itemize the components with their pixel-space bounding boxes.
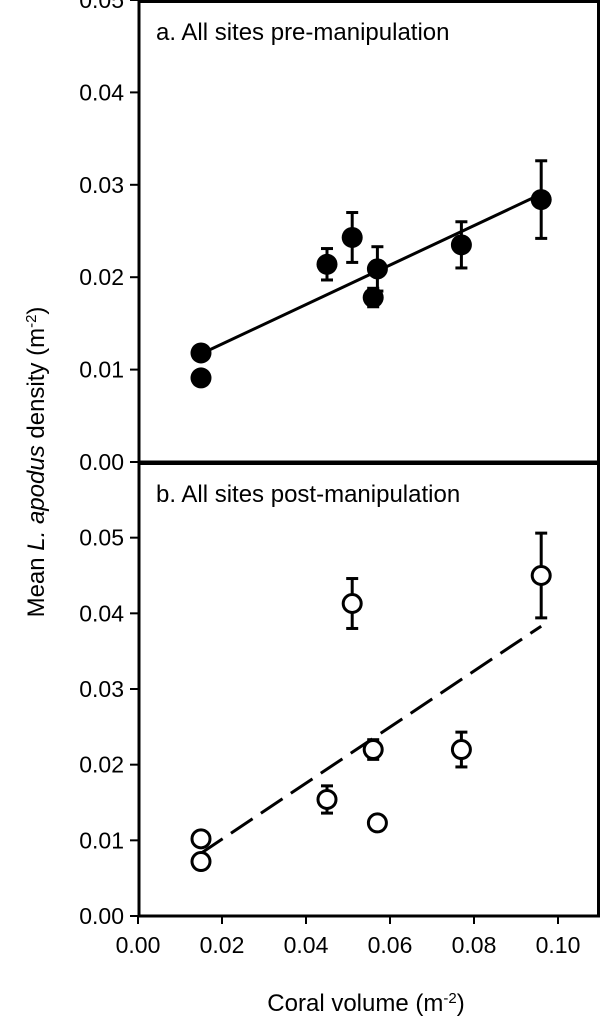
data-point <box>366 812 388 834</box>
y-tick-label: 0.03 <box>79 172 124 198</box>
y-tick-label: 0.04 <box>79 79 124 105</box>
x-tick-label: 0.02 <box>200 932 245 958</box>
data-point <box>450 739 472 761</box>
data-point <box>190 342 212 364</box>
x-axis-title: Coral volume (m-2) <box>267 990 464 1018</box>
data-point <box>190 828 212 850</box>
panel-title: a. All sites pre-manipulation <box>156 19 449 46</box>
y-tick-label: 0.00 <box>79 903 124 929</box>
y-axis-title-suffix: density (m <box>23 328 50 445</box>
data-point <box>366 258 388 280</box>
data-point <box>341 226 363 248</box>
data-point <box>316 253 338 275</box>
data-point <box>530 565 552 586</box>
y-axis-title-close: ) <box>23 307 50 315</box>
x-tick-label: 0.04 <box>284 932 329 958</box>
panel-title: b. All sites post-manipulation <box>156 481 460 508</box>
data-point <box>190 851 212 873</box>
y-tick-label: 0.05 <box>79 525 124 551</box>
data-point <box>362 739 384 761</box>
y-tick-label: 0.02 <box>79 752 124 778</box>
y-tick-label: 0.03 <box>79 676 124 702</box>
data-point <box>450 234 472 256</box>
x-axis-title-exponent: -2 <box>443 990 456 1007</box>
y-axis-title-prefix: Mean <box>23 551 50 618</box>
y-axis-title: Mean L. apodus density (m-2) <box>23 307 51 618</box>
y-tick-label: 0.01 <box>79 827 124 853</box>
x-tick-label: 0.08 <box>452 932 497 958</box>
y-axis-title-exponent: -2 <box>23 315 40 328</box>
x-axis-title-close: ) <box>457 990 465 1017</box>
x-tick-label: 0.06 <box>368 932 413 958</box>
plot-frame <box>137 462 600 918</box>
plot-frame <box>137 0 600 464</box>
data-point <box>530 189 552 211</box>
x-tick-label: 0.00 <box>116 932 161 958</box>
data-point <box>190 367 212 389</box>
x-tick-label: 0.10 <box>536 932 581 958</box>
y-tick-label: 0.05 <box>79 0 124 13</box>
x-axis-title-main: Coral volume (m <box>267 990 443 1017</box>
panel-b: b. All sites post-manipulation 0.00 0.01 0.… <box>79 462 600 958</box>
y-tick-label: 0.02 <box>79 264 124 290</box>
y-tick-label: 0.01 <box>79 357 124 383</box>
y-axis-title-species: L. apodus <box>23 445 50 550</box>
panel-a: a. All sites pre-manipulation 0.00 0.01 0.0… <box>79 0 600 475</box>
data-point <box>341 592 363 614</box>
y-tick-label: 0.00 <box>79 449 124 475</box>
data-point <box>316 788 338 810</box>
data-point <box>362 287 384 309</box>
y-tick-label: 0.04 <box>79 600 124 626</box>
